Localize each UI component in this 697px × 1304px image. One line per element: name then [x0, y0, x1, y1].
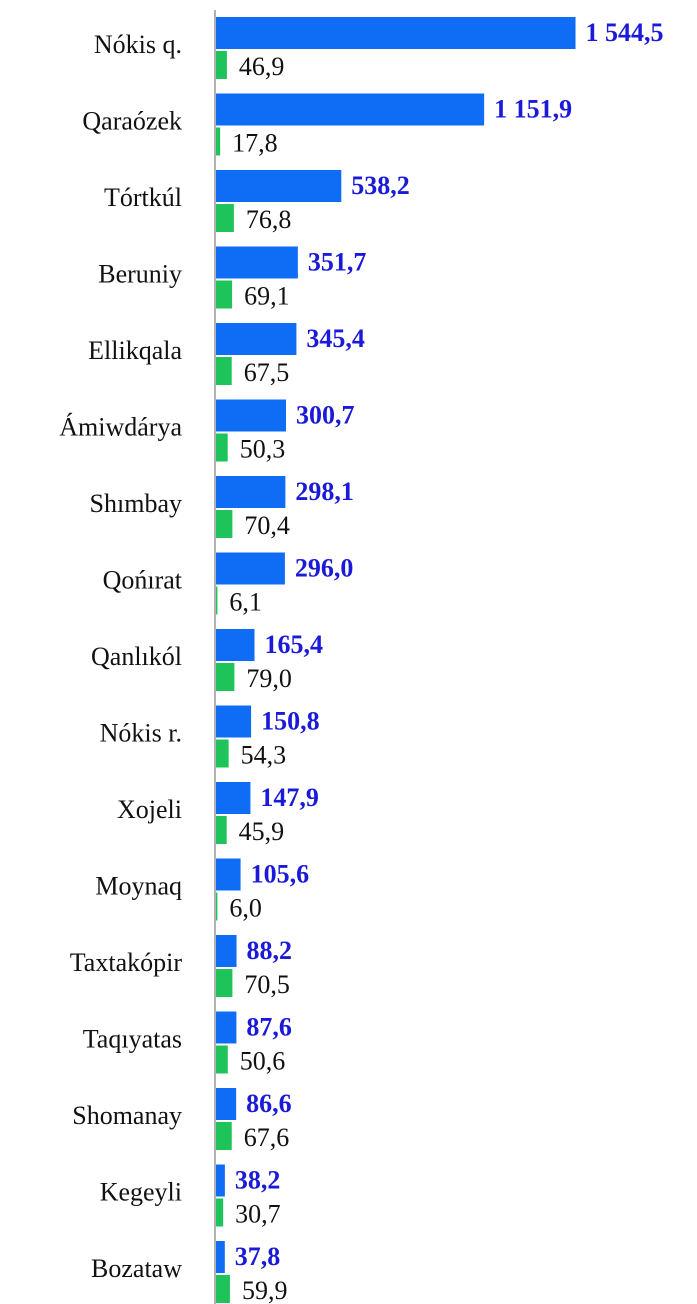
value-label: 6,1 [229, 587, 261, 616]
bar [216, 739, 229, 768]
bar [216, 127, 221, 156]
bar [216, 586, 218, 615]
bar [216, 170, 342, 202]
bar [216, 93, 485, 126]
value-label: 150,8 [261, 706, 320, 735]
value-label: 45,9 [239, 817, 285, 846]
value-label: 296,0 [295, 553, 354, 582]
category-label: Moynaq [95, 871, 182, 900]
value-label: 38,2 [235, 1165, 280, 1194]
value-label: 105,6 [251, 859, 310, 888]
value-label: 1 151,9 [494, 94, 572, 123]
bar [216, 1164, 225, 1197]
value-label: 538,2 [351, 171, 410, 200]
bar [216, 1011, 237, 1044]
bar [216, 629, 255, 661]
value-label: 50,6 [240, 1046, 286, 1075]
category-label: Xojeli [117, 795, 182, 824]
value-label: 67,5 [244, 358, 290, 387]
bar [216, 1241, 225, 1273]
category-label: Tórtkúl [104, 183, 182, 212]
value-label: 67,6 [244, 1123, 290, 1152]
value-label: 351,7 [308, 247, 367, 276]
bar [216, 323, 297, 355]
bar [216, 51, 227, 79]
value-label: 88,2 [247, 936, 293, 965]
category-label: Shımbay [90, 489, 182, 518]
category-label: Kegeyli [100, 1177, 182, 1206]
category-label: Qanlıkól [91, 642, 182, 671]
bar [216, 357, 232, 385]
bar [216, 1275, 230, 1303]
bar [216, 1045, 228, 1074]
value-label: 86,6 [246, 1089, 292, 1118]
value-label: 1 544,5 [586, 18, 664, 47]
category-label: Nókis r. [100, 718, 182, 747]
value-label: 300,7 [296, 400, 355, 429]
value-label: 69,1 [244, 281, 290, 310]
value-label: 87,6 [246, 1012, 292, 1041]
value-label: 6,0 [229, 893, 262, 922]
bar [216, 1122, 232, 1150]
bar [216, 663, 235, 691]
category-label: Taxtakópir [70, 948, 183, 977]
value-label: 54,3 [241, 740, 287, 769]
bar [216, 1088, 237, 1120]
value-label: 46,9 [239, 52, 285, 81]
bar [216, 280, 233, 309]
category-label: Ellikqala [88, 336, 182, 365]
category-label: Bozataw [91, 1254, 182, 1283]
value-label: 17,8 [232, 128, 277, 157]
value-label: 70,4 [244, 511, 290, 540]
value-label: 298,1 [295, 477, 354, 506]
value-label: 79,0 [246, 664, 292, 693]
value-label: 37,8 [235, 1242, 281, 1271]
bar [216, 705, 252, 738]
category-label: Nókis q. [94, 30, 182, 59]
bar [216, 1198, 224, 1227]
bar [216, 17, 576, 49]
category-label: Qońırat [103, 565, 183, 594]
value-label: 50,3 [240, 434, 286, 463]
category-label: Beruniy [98, 259, 182, 288]
value-label: 147,9 [260, 783, 319, 812]
bar [216, 552, 285, 585]
value-label: 59,9 [242, 1276, 288, 1304]
value-label: 345,4 [306, 324, 365, 353]
bar [216, 782, 251, 814]
bar [216, 246, 298, 279]
category-label: Qaraózek [82, 106, 182, 135]
value-label: 70,5 [244, 970, 290, 999]
bar [216, 969, 233, 997]
value-label: 30,7 [235, 1199, 281, 1228]
bar [216, 399, 286, 432]
bar [216, 204, 234, 232]
category-label: Ámiwdárya [59, 412, 182, 441]
category-label: Taqıyatas [83, 1024, 182, 1053]
bar [216, 935, 237, 967]
bar [216, 476, 286, 508]
category-label: Shomanay [72, 1101, 182, 1130]
value-label: 76,8 [246, 205, 291, 234]
bar [216, 433, 228, 462]
bar [216, 816, 227, 844]
bar [216, 892, 218, 921]
bar [216, 858, 241, 891]
bar [216, 510, 233, 538]
value-label: 165,4 [265, 630, 324, 659]
